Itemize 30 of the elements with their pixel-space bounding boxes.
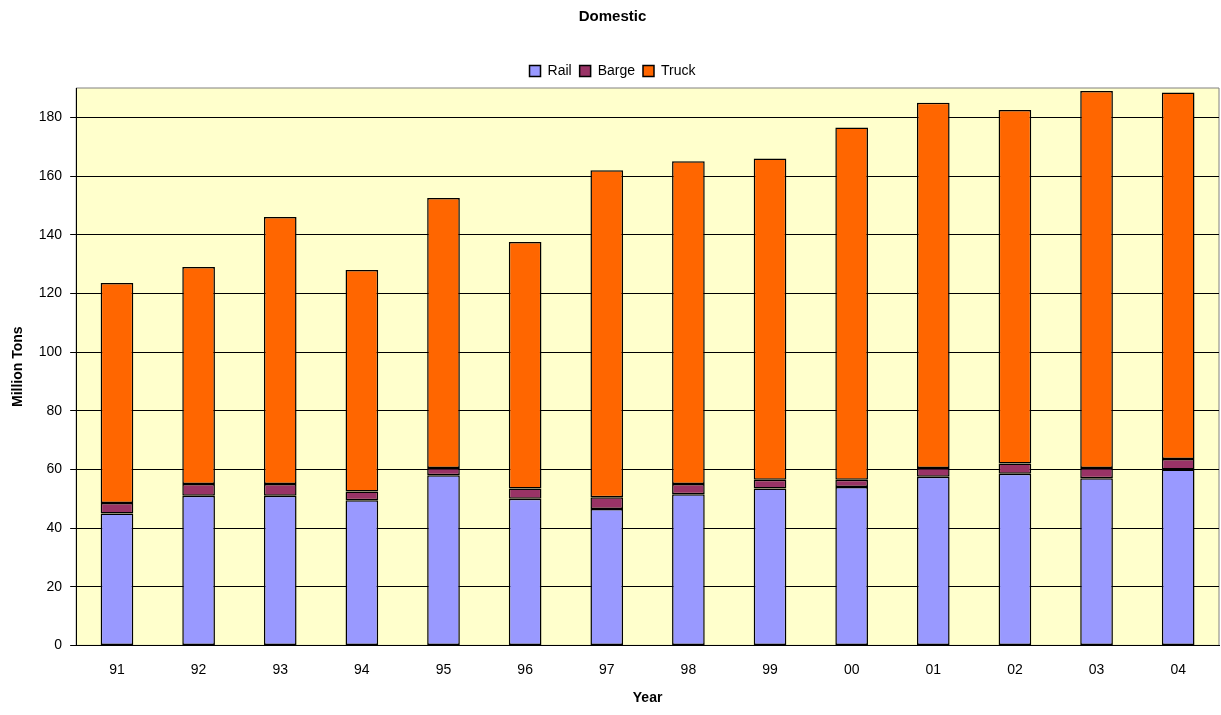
x-tick-label: 02 [1007, 660, 1023, 677]
y-tick-label: 180 [38, 108, 63, 125]
x-tick-label: 96 [517, 660, 534, 677]
x-tick-label: 93 [272, 660, 289, 677]
legend-label: Truck [661, 61, 697, 78]
x-tick-label: 98 [680, 660, 697, 677]
y-tick-label: 80 [46, 401, 63, 418]
x-tick-label: 04 [1170, 660, 1187, 677]
y-tick-label: 120 [38, 284, 63, 301]
y-tick-label: 0 [54, 636, 63, 653]
x-tick-label: 95 [435, 660, 452, 677]
x-axis-title: Year [632, 689, 663, 706]
y-tick-label: 100 [38, 342, 63, 359]
y-tick-label: 60 [46, 460, 63, 477]
x-tick-label: 92 [190, 660, 207, 677]
x-tick-label: 00 [843, 660, 860, 677]
x-tick-label: 03 [1088, 660, 1105, 677]
x-tick-label: 94 [354, 660, 370, 677]
chart-title: Domestic [578, 7, 647, 25]
y-tick-label: 20 [46, 577, 63, 594]
x-tick-label: 99 [762, 660, 779, 677]
y-axis-title: Million Tons [9, 326, 26, 408]
y-tick-label: 140 [38, 225, 63, 242]
x-tick-label: 01 [925, 660, 942, 677]
y-tick-label: 160 [38, 166, 63, 183]
x-tick-label: 91 [109, 660, 125, 677]
legend-label: Barge [597, 61, 636, 78]
legend-label: Rail [547, 61, 572, 78]
x-tick-label: 97 [598, 660, 615, 677]
y-tick-label: 40 [46, 518, 63, 535]
